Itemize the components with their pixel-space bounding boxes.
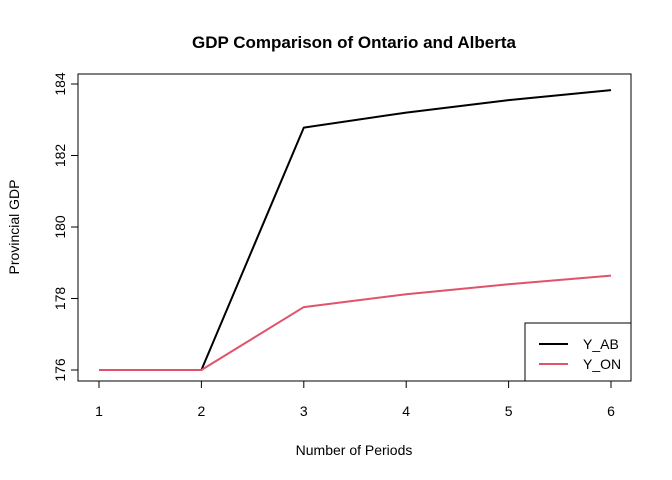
legend-label: Y_AB — [583, 336, 619, 352]
legend: Y_AB Y_ON — [524, 322, 632, 382]
x-tick-label: 3 — [300, 403, 308, 419]
y-tick-label: 178 — [52, 287, 68, 311]
x-tick-label: 1 — [95, 403, 103, 419]
x-tick-label: 5 — [505, 403, 513, 419]
y-tick-label: 176 — [52, 358, 68, 382]
y-tick-label: 182 — [52, 144, 68, 168]
y-tick-label: 180 — [52, 215, 68, 239]
x-axis-label: Number of Periods — [296, 442, 413, 458]
x-tick-label: 4 — [402, 403, 410, 419]
legend-box — [524, 322, 632, 382]
legend-label: Y_ON — [583, 356, 621, 372]
series-lines — [99, 89, 612, 371]
series-line-y-on — [99, 274, 612, 371]
chart-title: GDP Comparison of Ontario and Alberta — [192, 33, 517, 52]
x-axis: 1 2 3 4 5 6 — [95, 381, 615, 419]
y-axis: 176 178 180 182 184 — [52, 72, 78, 382]
y-tick-label: 184 — [52, 72, 68, 96]
y-axis-label: Provincial GDP — [6, 180, 22, 275]
x-tick-label: 6 — [607, 403, 615, 419]
x-tick-label: 2 — [198, 403, 206, 419]
